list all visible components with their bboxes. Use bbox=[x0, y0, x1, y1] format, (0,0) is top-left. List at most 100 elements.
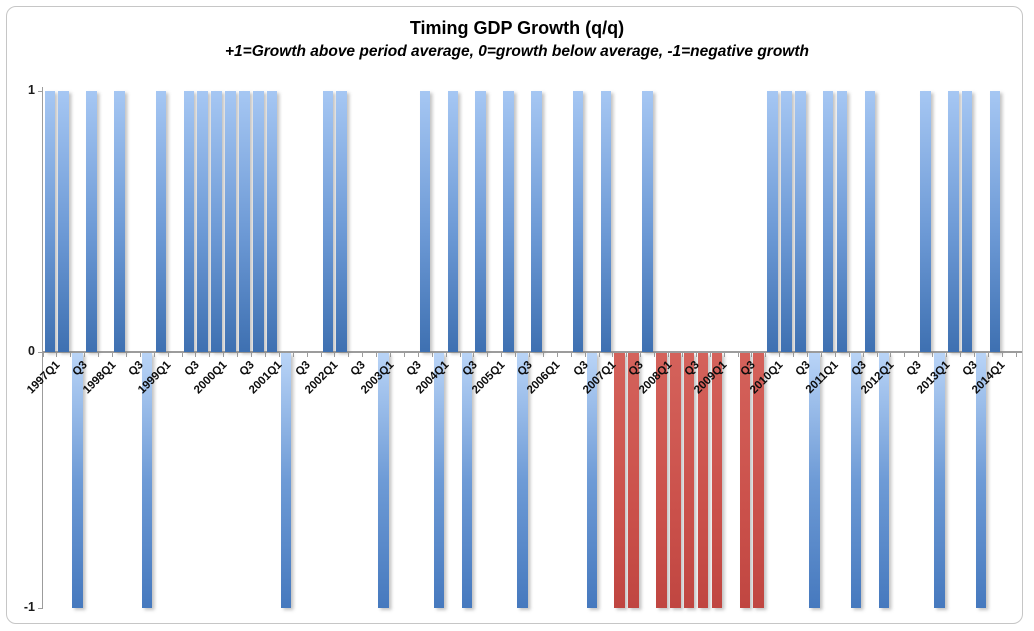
bar-1998Q2 bbox=[114, 90, 125, 352]
bar-2008Q2 bbox=[670, 352, 681, 608]
x-tick-mark bbox=[820, 352, 822, 357]
x-tick-mark bbox=[431, 352, 433, 357]
x-tick-mark bbox=[167, 352, 169, 357]
x-tick-mark bbox=[737, 352, 739, 357]
bar-2000Q1 bbox=[211, 90, 222, 352]
x-tick-mark bbox=[834, 352, 836, 357]
x-tick-mark bbox=[306, 352, 308, 357]
x-tick-mark bbox=[1001, 352, 1003, 357]
x-tick-mark bbox=[890, 352, 892, 357]
x-tick-mark bbox=[598, 352, 600, 357]
y-tick-label: -1 bbox=[23, 599, 35, 614]
bar-2002Q1 bbox=[322, 90, 333, 352]
bar-2001Q1 bbox=[266, 90, 278, 352]
y-axis-line bbox=[42, 87, 43, 608]
x-tick-mark bbox=[334, 352, 336, 357]
x-tick-mark bbox=[515, 352, 517, 357]
x-tick-mark bbox=[487, 352, 489, 357]
x-tick-mark bbox=[278, 352, 280, 357]
bar-2012Q4 bbox=[920, 90, 931, 352]
x-tick-mark bbox=[556, 352, 558, 357]
x-tick-mark bbox=[765, 352, 767, 357]
bar-2011Q2 bbox=[836, 90, 848, 352]
bar-2013Q3 bbox=[961, 90, 973, 352]
bar-2007Q4 bbox=[642, 90, 653, 352]
x-tick-mark bbox=[181, 352, 183, 357]
y-tick-mark bbox=[38, 91, 43, 92]
x-tick-label-2002Q3: Q3 bbox=[348, 359, 369, 379]
x-tick-mark bbox=[195, 352, 197, 357]
x-tick-mark bbox=[348, 352, 350, 357]
x-tick-mark bbox=[223, 352, 225, 357]
bar-1999Q3 bbox=[183, 90, 194, 352]
y-tick-label: 0 bbox=[28, 343, 35, 358]
x-tick-mark bbox=[42, 352, 44, 357]
x-tick-mark bbox=[445, 352, 447, 357]
bar-2012Q1 bbox=[878, 352, 889, 608]
bar-2009Q1 bbox=[711, 352, 723, 608]
chart-subtitle: +1=Growth above period average, 0=growth… bbox=[224, 43, 809, 60]
x-tick-label-1999Q3: Q3 bbox=[182, 359, 202, 379]
bar-2011Q1 bbox=[822, 90, 834, 352]
bar-2004Q1 bbox=[433, 352, 445, 608]
x-tick-mark bbox=[793, 352, 795, 357]
x-tick-mark bbox=[417, 352, 419, 357]
x-tick-mark bbox=[56, 352, 58, 357]
y-tick-mark bbox=[38, 351, 43, 353]
x-tick-mark bbox=[98, 352, 100, 357]
x-tick-mark bbox=[264, 352, 266, 357]
x-tick-mark bbox=[723, 352, 725, 357]
x-tick-label-2012Q3: Q3 bbox=[904, 359, 925, 379]
bar-2001Q2 bbox=[280, 352, 292, 608]
x-tick-mark bbox=[570, 352, 572, 357]
x-tick-mark bbox=[84, 352, 86, 357]
bar-2007Q2 bbox=[614, 352, 625, 608]
x-tick-label-2001Q3: Q3 bbox=[293, 359, 313, 379]
x-tick-mark bbox=[946, 352, 947, 357]
x-tick-mark bbox=[807, 352, 808, 357]
x-tick-mark bbox=[709, 352, 711, 357]
bar-1997Q4 bbox=[86, 90, 97, 352]
bar-2006Q4 bbox=[586, 352, 598, 608]
bar-2011Q3 bbox=[850, 352, 862, 608]
bar-2006Q3 bbox=[572, 90, 584, 352]
bar-2005Q3 bbox=[517, 352, 528, 608]
x-tick-mark bbox=[640, 352, 642, 357]
y-tick-mark bbox=[38, 607, 43, 609]
x-tick-mark bbox=[904, 352, 906, 357]
x-tick-mark bbox=[612, 352, 614, 357]
bar-2002Q2 bbox=[336, 90, 347, 352]
x-tick-mark bbox=[862, 352, 864, 357]
x-tick-mark bbox=[654, 352, 656, 357]
bar-1998Q4 bbox=[141, 352, 153, 608]
x-tick-mark bbox=[473, 352, 475, 357]
x-tick-mark bbox=[153, 352, 155, 357]
x-tick-mark bbox=[362, 352, 364, 357]
bar-2010Q2 bbox=[781, 90, 792, 352]
bar-2005Q2 bbox=[503, 90, 514, 352]
y-tick-label: 1 bbox=[28, 83, 35, 97]
x-tick-mark bbox=[542, 352, 544, 357]
x-tick-mark bbox=[237, 352, 239, 357]
x-tick-mark bbox=[390, 352, 391, 357]
bar-2009Q4 bbox=[753, 352, 764, 608]
bar-2008Q4 bbox=[697, 352, 709, 608]
bar-2010Q4 bbox=[809, 352, 820, 608]
bar-2013Q2 bbox=[948, 90, 959, 352]
bar-2011Q4 bbox=[864, 90, 876, 352]
bar-2000Q4 bbox=[253, 90, 264, 352]
x-tick-mark bbox=[876, 352, 878, 357]
x-tick-mark bbox=[1015, 352, 1017, 357]
x-tick-label-1997Q1: 1997Q1 bbox=[25, 359, 63, 397]
x-tick-mark bbox=[112, 352, 113, 357]
x-tick-mark bbox=[139, 352, 141, 357]
x-tick-mark bbox=[918, 352, 920, 357]
bar-2000Q2 bbox=[225, 90, 236, 352]
bar-1999Q4 bbox=[197, 90, 208, 352]
x-tick-mark bbox=[125, 352, 127, 357]
x-tick-mark bbox=[848, 352, 850, 357]
x-tick-mark bbox=[668, 352, 669, 357]
x-tick-mark bbox=[932, 352, 934, 357]
